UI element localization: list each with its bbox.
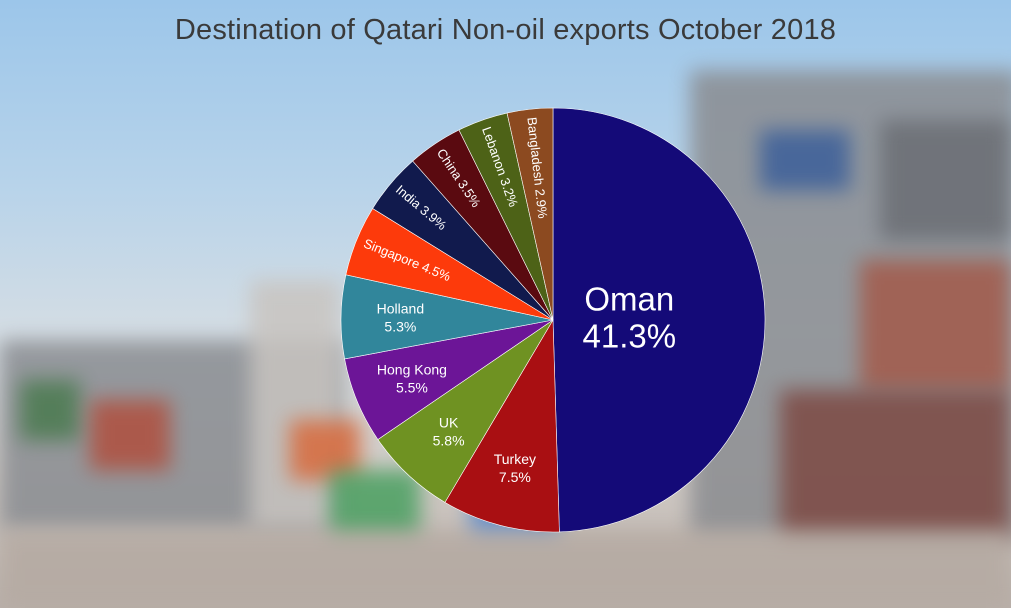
slice-value: 7.5%	[499, 469, 531, 485]
slice-name: Turkey	[494, 451, 536, 467]
slice-value: 5.3%	[384, 319, 416, 335]
slice-label-holland: Holland 5.3%	[377, 301, 424, 335]
slice-label-turkey: Turkey 7.5%	[494, 451, 536, 485]
slice-name: UK	[439, 414, 459, 430]
slice-value: 5.5%	[396, 379, 428, 395]
pie-slice-turkey	[444, 318, 560, 533]
slice-value: 5.8%	[433, 432, 465, 448]
slice-name: Holland	[377, 301, 424, 317]
pie-slice-bangladesh	[506, 107, 554, 321]
slice-value: 41.3%	[583, 317, 677, 354]
chart-title: Destination of Qatari Non-oil exports Oc…	[174, 14, 837, 46]
slice-label-oman: Oman 41.3%	[583, 280, 677, 354]
pie-slice-oman	[552, 107, 766, 533]
slice-label-uk: UK 5.8%	[433, 414, 465, 448]
slice-name: Hong Kong	[377, 361, 447, 377]
slice-name: Oman	[584, 280, 674, 317]
slice-label-hong-kong: Hong Kong 5.5%	[377, 361, 447, 395]
